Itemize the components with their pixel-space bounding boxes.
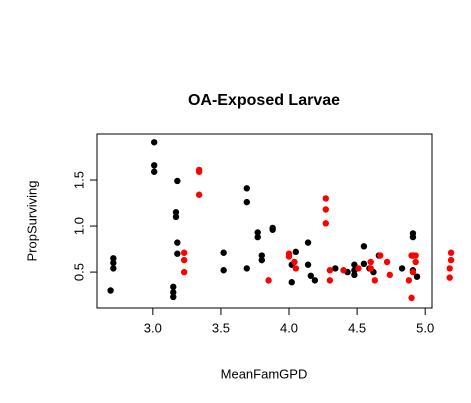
point	[170, 283, 177, 291]
point	[110, 265, 117, 272]
y-tick-label: 0.5	[71, 263, 86, 281]
point	[446, 274, 453, 281]
point	[220, 267, 227, 274]
x-tick-label: 5.0	[416, 320, 434, 335]
point	[351, 261, 358, 268]
point	[174, 177, 181, 185]
point	[332, 265, 339, 272]
point	[307, 272, 315, 279]
point	[265, 277, 272, 284]
point	[413, 273, 421, 280]
point	[304, 261, 312, 268]
point	[220, 249, 227, 256]
point	[446, 265, 453, 272]
point	[172, 209, 180, 216]
point	[367, 265, 374, 272]
point	[110, 259, 117, 267]
point	[195, 191, 203, 198]
point	[447, 249, 455, 256]
y-axis-label: PropSurviving	[24, 181, 39, 262]
point	[326, 277, 334, 284]
point	[355, 265, 362, 272]
point	[322, 206, 329, 213]
point	[360, 243, 368, 250]
point	[291, 258, 298, 266]
point	[409, 233, 417, 241]
point	[107, 287, 114, 294]
point	[195, 168, 203, 175]
point	[180, 256, 188, 264]
point	[243, 185, 250, 192]
x-tick-label: 4.5	[348, 320, 366, 335]
point	[311, 277, 319, 284]
point	[367, 258, 374, 266]
x-tick-label: 3.0	[144, 320, 162, 335]
point	[258, 252, 265, 259]
point	[180, 249, 188, 256]
point	[412, 258, 419, 266]
x-axis-label: MeanFamGPD	[221, 366, 308, 381]
point	[285, 253, 293, 260]
point	[377, 252, 384, 259]
point	[243, 265, 250, 272]
point	[170, 293, 177, 301]
x-tick-label: 4.0	[280, 320, 298, 335]
point	[258, 256, 265, 264]
point	[254, 233, 261, 241]
point	[398, 265, 406, 272]
point	[409, 268, 417, 276]
point	[371, 277, 379, 284]
point	[326, 267, 334, 274]
point	[322, 195, 329, 202]
point	[174, 239, 181, 246]
point	[383, 258, 391, 266]
chart-title: OA-Exposed Larvae	[188, 92, 340, 109]
y-tick-label: 1.5	[71, 171, 86, 189]
point	[150, 168, 158, 175]
point	[150, 162, 158, 169]
point	[322, 220, 329, 227]
point	[150, 139, 158, 146]
point	[386, 271, 393, 279]
point	[304, 239, 312, 246]
point	[254, 229, 261, 236]
point	[174, 250, 181, 257]
plot-box	[96, 133, 433, 309]
point	[269, 226, 276, 233]
point	[180, 268, 188, 276]
point	[170, 289, 177, 296]
point	[408, 294, 415, 302]
point	[172, 213, 180, 221]
point	[292, 248, 300, 256]
point	[351, 271, 358, 279]
x-tick-label: 3.5	[212, 320, 230, 335]
point	[340, 267, 347, 274]
point	[243, 198, 250, 206]
point	[292, 265, 300, 272]
point	[412, 252, 419, 259]
point	[447, 256, 455, 264]
y-tick-label: 1.0	[71, 217, 86, 235]
point	[360, 260, 368, 268]
point	[288, 279, 295, 286]
point	[405, 277, 413, 284]
point	[110, 255, 117, 262]
